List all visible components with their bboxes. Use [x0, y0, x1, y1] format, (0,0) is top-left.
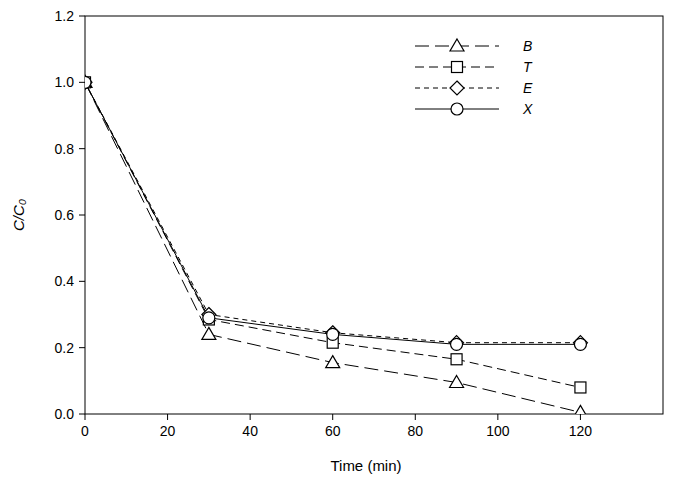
point: [203, 312, 215, 324]
x-tick-label: 40: [242, 423, 258, 439]
legend-marker: [450, 39, 464, 51]
legend-label: E: [523, 80, 533, 96]
y-tick: [79, 16, 85, 17]
point: [451, 338, 463, 350]
chart: 0 20 40 60 80 100 120 0.0 0.2 0.4 0.6 0.8 1.0 1.2 Time…: [0, 0, 675, 483]
y-tick-label: 0.8: [55, 141, 75, 157]
x-tick-label: 120: [569, 423, 593, 439]
y-tick: [79, 215, 85, 216]
series-line: [85, 82, 580, 344]
x-tick: [415, 414, 416, 420]
x-tick-label: 60: [325, 423, 341, 439]
y-tick-label: 1.2: [55, 8, 75, 24]
series-line: [85, 82, 580, 387]
x-tick: [167, 414, 168, 420]
point: [451, 354, 462, 365]
y-axis-label: C/C₀: [10, 199, 27, 231]
legend-marker: [450, 81, 464, 95]
legend: BTEX: [415, 38, 533, 117]
y-tick-label: 1.0: [55, 74, 75, 90]
x-tick-label: 80: [407, 423, 423, 439]
legend-label: T: [523, 59, 533, 75]
x-tick: [332, 414, 333, 420]
y-tick: [79, 82, 85, 83]
point: [327, 328, 339, 340]
point: [574, 338, 586, 350]
y-tick-label: 0.4: [55, 273, 75, 289]
y-tick: [79, 281, 85, 282]
series-line: [85, 82, 580, 412]
point: [326, 356, 340, 368]
x-axis-label: Time (min): [330, 457, 401, 474]
legend-marker: [451, 103, 463, 115]
y-tick: [79, 347, 85, 348]
point: [573, 405, 587, 414]
point: [326, 326, 340, 340]
y-tick: [79, 148, 85, 149]
legend-label: X: [522, 101, 533, 117]
y-tick-label: 0.6: [55, 207, 75, 223]
point: [575, 382, 586, 393]
y-tick-label: 0.0: [55, 406, 75, 422]
legend-marker: [452, 62, 463, 73]
point: [85, 75, 92, 89]
point: [85, 76, 91, 88]
x-tick-label: 0: [81, 423, 89, 439]
point: [85, 77, 91, 88]
plot-area: [85, 75, 587, 414]
y-tick: [79, 414, 85, 415]
point: [573, 336, 587, 350]
point: [85, 75, 92, 87]
x-tick: [497, 414, 498, 420]
x-tick-label: 20: [160, 423, 176, 439]
point: [202, 327, 216, 339]
legend-label: B: [523, 38, 532, 54]
point: [450, 336, 464, 350]
x-tick: [580, 414, 581, 420]
x-tick: [250, 414, 251, 420]
plot-frame: [85, 16, 663, 414]
y-tick-label: 0.2: [55, 340, 75, 356]
x-tick: [85, 414, 86, 420]
x-tick-label: 100: [486, 423, 510, 439]
series-line: [85, 82, 580, 342]
point: [450, 375, 464, 387]
